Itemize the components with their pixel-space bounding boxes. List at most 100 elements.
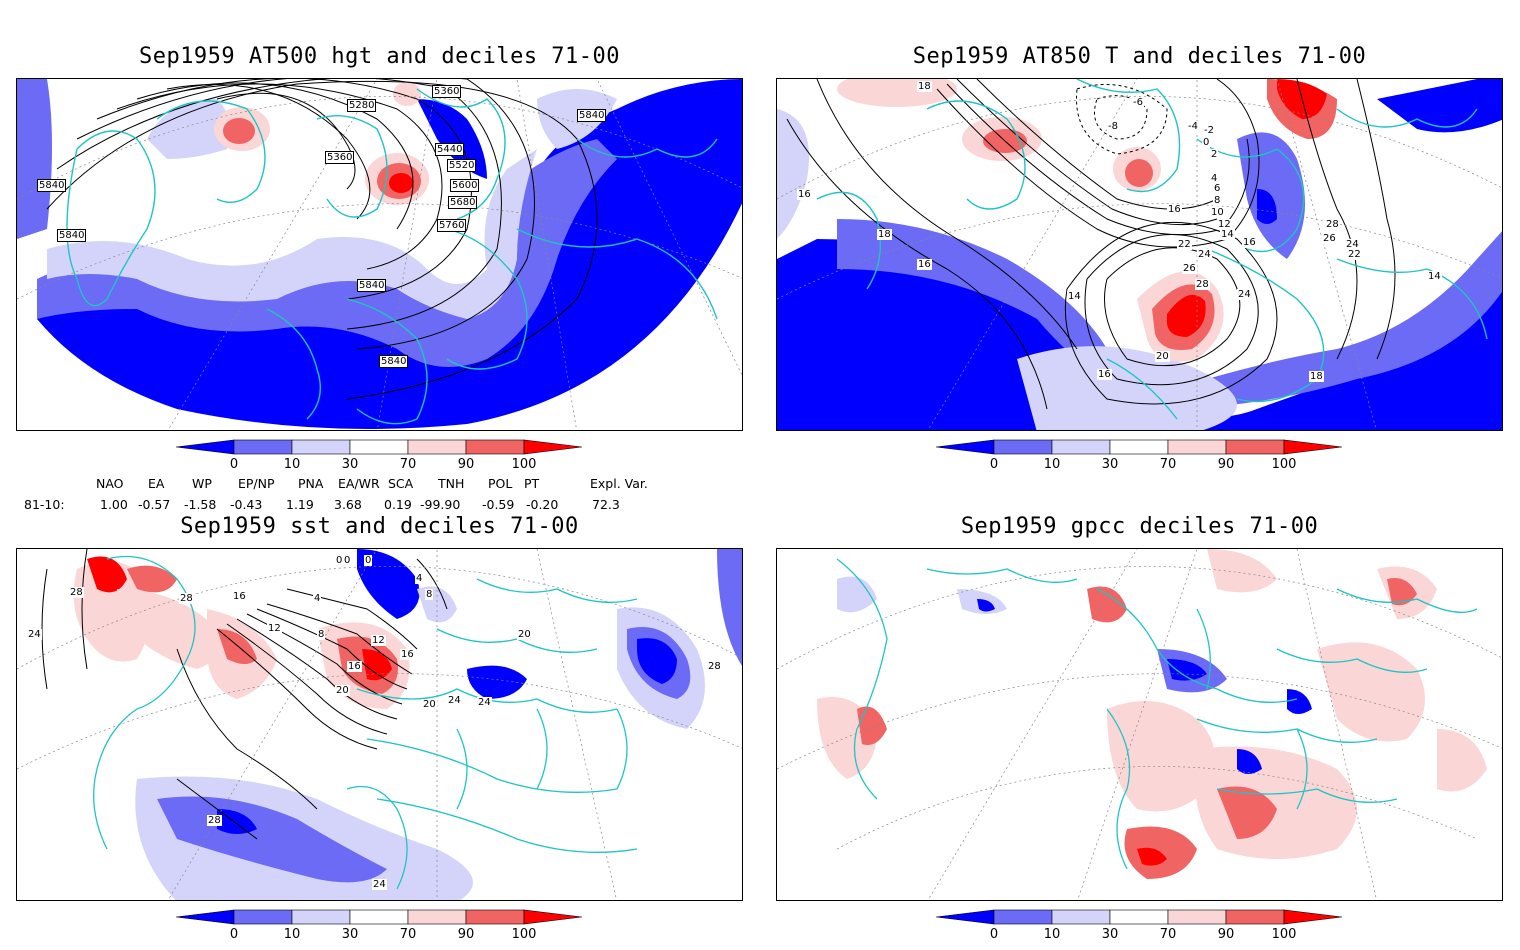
index-header: TNH [438, 476, 465, 491]
colorbar-tick-label: 90 [1218, 457, 1235, 472]
colorbar-swatch [291, 909, 351, 925]
colorbar-swatch [1109, 439, 1169, 455]
index-header: EA [148, 476, 165, 491]
contour-label: 6 [1213, 183, 1222, 194]
contour-label: 28 [69, 587, 84, 598]
contour-label: 0 [364, 555, 373, 566]
colorbar-tick-label: 30 [1102, 927, 1119, 942]
colorbar-tick-label: 0 [990, 457, 998, 472]
index-header: POL [488, 476, 513, 491]
contour-label: 5760 [437, 219, 467, 232]
contour-label: 5840 [379, 355, 409, 368]
contour-label: 5840 [357, 279, 387, 292]
contour-label: 16 [797, 189, 812, 200]
contour-label: -8 [1107, 121, 1119, 132]
contour-label: 5440 [435, 143, 465, 156]
map-panel-hgt500: 5280 5360 5360 5440 5520 5600 5680 5760 5840 5840… [16, 78, 743, 431]
contour-label: 24 [372, 879, 387, 890]
colorbar-swatch [1225, 909, 1285, 925]
contour-label: 28 [179, 593, 194, 604]
colorbar-tick-label: 100 [512, 457, 537, 472]
map-panel-gpcc [776, 548, 1503, 901]
panel-title-sst: Sep1959 sst and deciles 71-00 [180, 514, 579, 539]
colorbar-swatch [349, 439, 409, 455]
map-sst-svg [17, 549, 742, 900]
index-value: -1.58 [184, 497, 217, 512]
contour-label: -6 [1132, 97, 1144, 108]
panel-title-gpcc: Sep1959 gpcc deciles 71-00 [960, 514, 1319, 539]
colorbar-tick-label: 100 [1272, 457, 1297, 472]
index-value: 1.19 [286, 497, 314, 512]
index-value: -0.20 [526, 497, 559, 512]
contour-label: 24 [1197, 249, 1212, 260]
colorbar-swatch [291, 439, 351, 455]
contour-label: 16 [1242, 237, 1257, 248]
contour-label: 20 [1155, 351, 1170, 362]
contour-label: 8 [425, 589, 434, 600]
colorbar-tick-label: 10 [1044, 927, 1061, 942]
contour-label: 8 [1213, 195, 1222, 206]
colorbar-swatch [1167, 909, 1227, 925]
colorbar-tick-label: 70 [400, 457, 417, 472]
colorbar-swatch [523, 909, 583, 925]
contour-label: 12 [1217, 219, 1232, 230]
contour-label: 28 [1195, 279, 1210, 290]
index-header: PNA [298, 476, 324, 491]
index-value: -0.43 [230, 497, 263, 512]
contour-label: 5680 [448, 196, 478, 209]
contour-label: 14 [1427, 271, 1442, 282]
index-value: 3.68 [334, 497, 362, 512]
colorbar-swatch [993, 909, 1053, 925]
contour-label: 24 [1345, 239, 1360, 250]
colorbar-swatch [1051, 909, 1111, 925]
contour-label: 0 [335, 555, 344, 566]
contour-label: 16 [400, 649, 415, 660]
contour-label: 0 [1202, 137, 1211, 148]
contour-label: 16 [917, 259, 932, 270]
contour-label: 28 [207, 815, 222, 826]
contour-label: 16 [347, 661, 362, 672]
colorbar-swatch [1167, 439, 1227, 455]
index-header: NAO [96, 476, 124, 491]
index-header: EA/WR [338, 476, 380, 491]
colorbar-gpcc: 0 10 30 70 90 100 [935, 909, 1356, 950]
contour-label: 16 [232, 591, 247, 602]
colorbar-tick-label: 10 [1044, 457, 1061, 472]
colorbar-swatch [993, 439, 1053, 455]
contour-label: 26 [1322, 233, 1337, 244]
contour-label: 5360 [325, 151, 355, 164]
contour-label: 12 [267, 623, 282, 634]
contour-label: 24 [477, 697, 492, 708]
colorbar-hgt500: 0 10 30 70 90 100 [175, 439, 596, 480]
colorbar-swatch [233, 909, 293, 925]
contour-label: 5600 [450, 179, 480, 192]
colorbar-swatch [175, 439, 235, 455]
colorbar-tick-label: 10 [284, 457, 301, 472]
map-hgt500-svg [17, 79, 742, 430]
contour-label: 4 [1210, 173, 1219, 184]
colorbar-swatch [175, 909, 235, 925]
colorbar-swatch [935, 909, 995, 925]
contour-label: 16 [1097, 369, 1112, 380]
colorbar-swatch [523, 439, 583, 455]
colorbar-swatch [1283, 909, 1343, 925]
colorbar-swatch [1225, 439, 1285, 455]
contour-label: 18 [877, 229, 892, 240]
contour-label: 24 [1237, 289, 1252, 300]
contour-label: 14 [1067, 291, 1082, 302]
contour-label: 2 [1210, 149, 1219, 160]
contour-label: 24 [27, 629, 42, 640]
colorbar-swatch [349, 909, 409, 925]
contour-label: 5360 [432, 85, 462, 98]
contour-label: 5520 [447, 159, 477, 172]
map-panel-t850: 18 16 18 16 14 16 18 14 16 20 22 24 24 26 28 28 26 24 22 16… [776, 78, 1503, 431]
colorbar-tick-label: 70 [1160, 927, 1177, 942]
contour-label: 10 [1210, 207, 1225, 218]
contour-label: 5840 [577, 109, 607, 122]
colorbar-tick-label: 90 [1218, 927, 1235, 942]
colorbar-tick-label: 30 [342, 457, 359, 472]
contour-label: 16 [1167, 204, 1182, 215]
contour-label: 18 [917, 81, 932, 92]
contour-label: 4 [313, 593, 322, 604]
index-header: WP [192, 476, 212, 491]
